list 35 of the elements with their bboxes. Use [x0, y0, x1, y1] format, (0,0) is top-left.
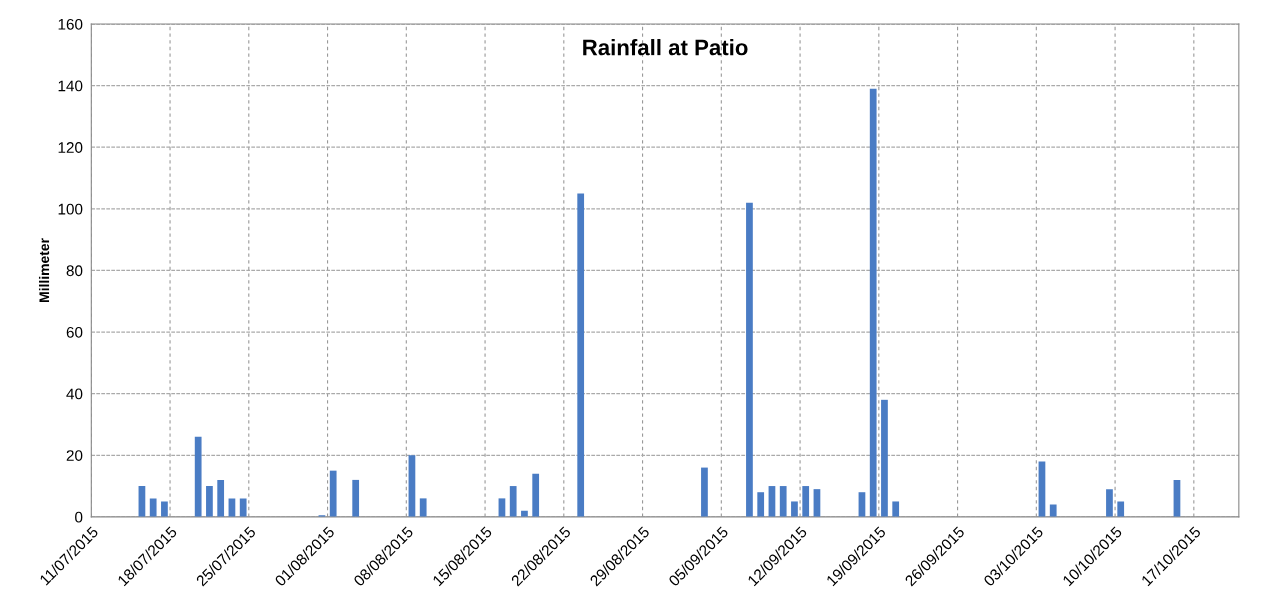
y-tick-label: 60: [66, 326, 83, 338]
bar: [149, 498, 157, 517]
bar: [329, 470, 337, 517]
bar: [701, 467, 708, 517]
bar: [1049, 504, 1057, 517]
y-axis-title: Millimeter: [38, 238, 50, 302]
bar: [532, 473, 540, 517]
bar: [869, 88, 877, 517]
text: Rainfall at Patio: [583, 39, 748, 56]
y-tick-label: 120: [58, 142, 83, 153]
bar: [194, 436, 202, 517]
bar: [892, 501, 900, 517]
bar: [1106, 489, 1113, 517]
y-tick-label: 0: [75, 511, 83, 523]
y-tick-label: 20: [66, 450, 83, 461]
bar: [161, 501, 168, 517]
bar: [779, 486, 787, 517]
bar: [239, 498, 247, 517]
y-tick-label: 80: [66, 265, 83, 277]
bar: [577, 193, 585, 517]
y-tick-label: 100: [58, 203, 83, 215]
bar: [802, 486, 810, 517]
y-tick-label: 160: [58, 18, 83, 30]
bar: [206, 486, 213, 517]
bar: [217, 479, 225, 517]
bar: [881, 399, 888, 517]
bar: [1117, 501, 1125, 517]
bar: [352, 479, 360, 517]
y-tick-label: 140: [58, 80, 83, 92]
bar: [746, 202, 753, 517]
bar: [757, 492, 765, 517]
bar: [509, 486, 517, 517]
bar: [419, 498, 427, 517]
bar: [791, 501, 798, 517]
y-tick-label: 40: [66, 388, 83, 400]
